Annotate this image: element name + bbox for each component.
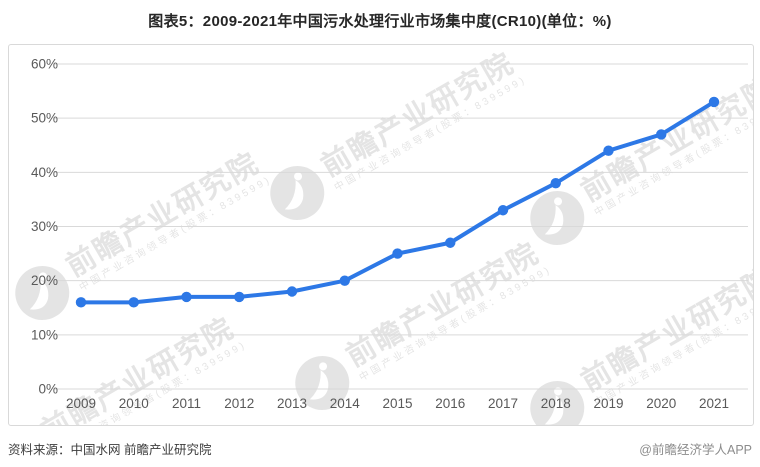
- y-tick-label: 60%: [31, 57, 58, 72]
- data-point-marker: [497, 205, 509, 216]
- y-tick-label: 50%: [31, 111, 58, 126]
- data-point-marker: [339, 275, 350, 286]
- x-tick-label: 2015: [382, 396, 412, 411]
- data-point-marker: [392, 248, 403, 259]
- x-tick-label: 2014: [330, 396, 361, 411]
- y-tick-label: 20%: [31, 273, 58, 288]
- data-point-marker: [234, 291, 245, 303]
- data-point-marker: [128, 297, 139, 308]
- line-chart: 0% 10% 20% 30% 40% 50% 60% 2009 2010 2011 2012 2013…: [31, 57, 748, 411]
- x-tick-label: 2018: [541, 396, 571, 411]
- y-tick-label: 10%: [31, 327, 58, 342]
- y-tick-label: 0%: [38, 382, 58, 397]
- data-point-marker: [603, 145, 614, 156]
- x-tick-label: 2017: [488, 396, 518, 411]
- data-point-marker: [656, 129, 667, 140]
- source-note: 资料来源：中国水网 前瞻产业研究院: [8, 443, 212, 457]
- x-tick-label: 2009: [66, 396, 96, 411]
- x-tick-label: 2020: [646, 396, 676, 411]
- x-tick-label: 2010: [119, 396, 149, 411]
- data-point-marker: [708, 96, 720, 108]
- chart-title: 图表5：2009-2021年中国污水处理行业市场集中度(CR10)(单位：%): [148, 13, 612, 30]
- x-tick-label: 2011: [172, 396, 201, 411]
- x-tick-label: 2012: [224, 396, 254, 411]
- data-point-marker: [445, 237, 456, 248]
- data-point-marker: [75, 297, 87, 308]
- data-point-marker: [181, 291, 192, 303]
- y-tick-label: 30%: [31, 219, 58, 234]
- credit-note: @前瞻经济学人APP: [639, 443, 752, 457]
- x-tick-label: 2019: [593, 396, 623, 411]
- x-tick-label: 2013: [277, 396, 307, 411]
- series-line: [79, 99, 716, 305]
- data-point-marker: [550, 177, 561, 189]
- chart-area: 前瞻产业研究院 中国产业咨询领导者(股票：839599) 前瞻产业研究院 中国产业咨询…: [8, 44, 754, 426]
- x-tick-label: 2021: [699, 396, 729, 411]
- y-tick-label: 40%: [31, 165, 58, 180]
- data-point-marker: [286, 286, 298, 297]
- x-tick-label: 2016: [435, 396, 465, 411]
- footer: 资料来源：中国水网 前瞻产业研究院 @前瞻经济学人APP: [8, 439, 752, 458]
